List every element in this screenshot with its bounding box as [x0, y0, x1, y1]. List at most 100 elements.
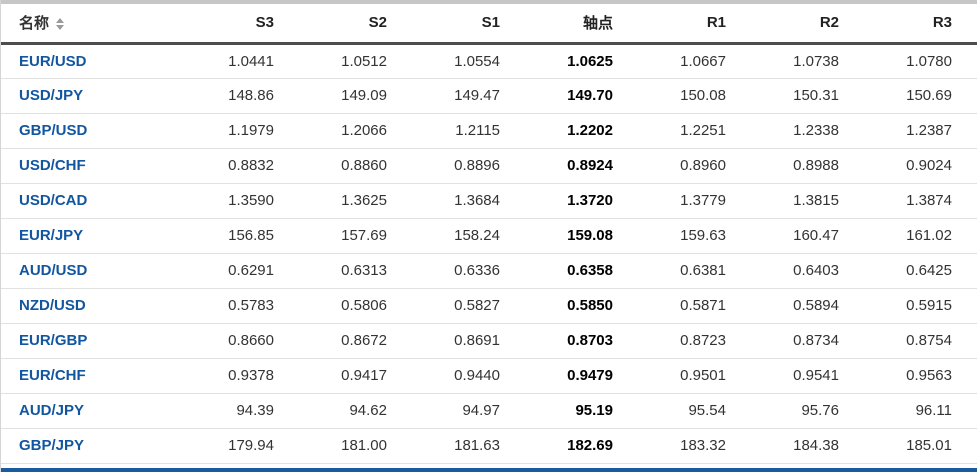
- column-header-name[interactable]: 名称: [1, 4, 187, 45]
- pair-cell: EUR/JPY: [1, 218, 187, 254]
- table-row: AUD/JPY 94.39 94.62 94.97 95.19 95.54 95.76 96.…: [1, 393, 977, 429]
- pair-cell: USD/JPY: [1, 78, 187, 114]
- pair-link[interactable]: USD/CHF: [19, 157, 86, 174]
- pivot-value-cell: 0.9479: [526, 358, 639, 394]
- value-cell: 183.32: [639, 428, 752, 464]
- pivot-value-cell: 159.08: [526, 218, 639, 254]
- value-cell: 158.24: [413, 218, 526, 254]
- pair-link[interactable]: EUR/JPY: [19, 227, 84, 244]
- pair-cell: NZD/USD: [1, 288, 187, 324]
- value-cell: 150.08: [639, 78, 752, 114]
- value-cell: 181.63: [413, 428, 526, 464]
- value-cell: 0.8960: [639, 148, 752, 184]
- value-cell: 1.0667: [639, 43, 752, 79]
- pair-link[interactable]: AUD/USD: [19, 262, 88, 279]
- table-header: 名称 S3 S2 S1 轴点 R1 R2 R3: [1, 4, 977, 45]
- value-cell: 0.9024: [865, 148, 977, 184]
- table-row: EUR/USD 1.0441 1.0512 1.0554 1.0625 1.0667 1.0…: [1, 43, 977, 79]
- pair-link[interactable]: GBP/USD: [19, 122, 88, 139]
- pair-cell: GBP/USD: [1, 113, 187, 149]
- pair-link[interactable]: USD/CAD: [19, 192, 88, 209]
- pair-link[interactable]: EUR/USD: [19, 52, 87, 70]
- pair-link[interactable]: NZD/USD: [19, 297, 86, 314]
- pivot-points-table: 名称 S3 S2 S1 轴点 R1 R2 R3 EUR/USD 1.0441 1.0512 1.0…: [1, 4, 977, 464]
- value-cell: 1.1979: [187, 113, 300, 149]
- table-row: AUD/USD 0.6291 0.6313 0.6336 0.6358 0.6381 0.6…: [1, 253, 977, 289]
- value-cell: 0.9501: [639, 358, 752, 394]
- pair-link[interactable]: USD/JPY: [19, 87, 84, 104]
- value-cell: 95.76: [752, 393, 865, 429]
- value-cell: 184.38: [752, 428, 865, 464]
- value-cell: 0.6291: [187, 253, 300, 289]
- pair-cell: AUD/USD: [1, 253, 187, 289]
- pair-link[interactable]: GBP/JPY: [19, 437, 85, 454]
- value-cell: 0.6425: [865, 253, 977, 289]
- column-header-pivot: 轴点: [526, 4, 639, 45]
- value-cell: 0.8672: [300, 323, 413, 359]
- value-cell: 181.00: [300, 428, 413, 464]
- value-cell: 0.5783: [187, 288, 300, 324]
- value-cell: 157.69: [300, 218, 413, 254]
- value-cell: 150.69: [865, 78, 977, 114]
- value-cell: 0.5915: [865, 288, 977, 324]
- value-cell: 1.0738: [752, 43, 865, 79]
- value-cell: 0.6313: [300, 253, 413, 289]
- value-cell: 0.8896: [413, 148, 526, 184]
- pivot-value-cell: 0.6358: [526, 253, 639, 289]
- value-cell: 1.3684: [413, 183, 526, 219]
- header-row: 名称 S3 S2 S1 轴点 R1 R2 R3: [1, 4, 977, 45]
- value-cell: 0.8660: [187, 323, 300, 359]
- pair-cell: AUD/JPY: [1, 393, 187, 429]
- value-cell: 0.9440: [413, 358, 526, 394]
- value-cell: 0.9563: [865, 358, 977, 394]
- pair-cell: USD/CHF: [1, 148, 187, 184]
- value-cell: 0.8832: [187, 148, 300, 184]
- table-row: USD/CHF 0.8832 0.8860 0.8896 0.8924 0.8960 0.8…: [1, 148, 977, 184]
- value-cell: 1.3590: [187, 183, 300, 219]
- table-row: EUR/CHF 0.9378 0.9417 0.9440 0.9479 0.9501 0.9…: [1, 358, 977, 394]
- column-header: R2: [752, 4, 865, 45]
- pivot-value-cell: 182.69: [526, 428, 639, 464]
- value-cell: 179.94: [187, 428, 300, 464]
- value-cell: 0.6403: [752, 253, 865, 289]
- horizontal-scrollbar[interactable]: [1, 0, 977, 4]
- value-cell: 1.0512: [300, 43, 413, 79]
- value-cell: 0.9378: [187, 358, 300, 394]
- pair-cell: EUR/GBP: [1, 323, 187, 359]
- value-cell: 0.9541: [752, 358, 865, 394]
- pair-link[interactable]: EUR/GBP: [19, 332, 88, 349]
- pivot-value-cell: 0.8703: [526, 323, 639, 359]
- table-row: GBP/USD 1.1979 1.2066 1.2115 1.2202 1.2251 1.2…: [1, 113, 977, 149]
- value-cell: 1.2387: [865, 113, 977, 149]
- pair-link[interactable]: EUR/CHF: [19, 367, 86, 384]
- pair-link[interactable]: AUD/JPY: [19, 402, 85, 419]
- pivot-value-cell: 1.0625: [526, 43, 639, 79]
- value-cell: 0.8734: [752, 323, 865, 359]
- value-cell: 0.9417: [300, 358, 413, 394]
- value-cell: 94.39: [187, 393, 300, 429]
- value-cell: 0.8860: [300, 148, 413, 184]
- pair-cell: GBP/JPY: [1, 428, 187, 464]
- value-cell: 1.0554: [413, 43, 526, 79]
- column-header: R3: [865, 4, 977, 45]
- value-cell: 1.3779: [639, 183, 752, 219]
- sort-arrows-icon: [56, 18, 65, 31]
- value-cell: 1.3625: [300, 183, 413, 219]
- value-cell: 1.2251: [639, 113, 752, 149]
- value-cell: 0.8988: [752, 148, 865, 184]
- pair-cell: EUR/USD: [1, 43, 187, 79]
- pivot-value-cell: 0.5850: [526, 288, 639, 324]
- pair-cell: EUR/CHF: [1, 358, 187, 394]
- value-cell: 148.86: [187, 78, 300, 114]
- value-cell: 0.6336: [413, 253, 526, 289]
- bottom-blue-bar: [1, 468, 977, 472]
- value-cell: 0.5827: [413, 288, 526, 324]
- pair-cell: USD/CAD: [1, 183, 187, 219]
- value-cell: 1.2115: [413, 113, 526, 149]
- value-cell: 0.5806: [300, 288, 413, 324]
- value-cell: 149.47: [413, 78, 526, 114]
- pivot-value-cell: 95.19: [526, 393, 639, 429]
- table-row: EUR/GBP 0.8660 0.8672 0.8691 0.8703 0.8723 0.8…: [1, 323, 977, 359]
- table-row: GBP/JPY 179.94 181.00 181.63 182.69 183.32 184…: [1, 428, 977, 464]
